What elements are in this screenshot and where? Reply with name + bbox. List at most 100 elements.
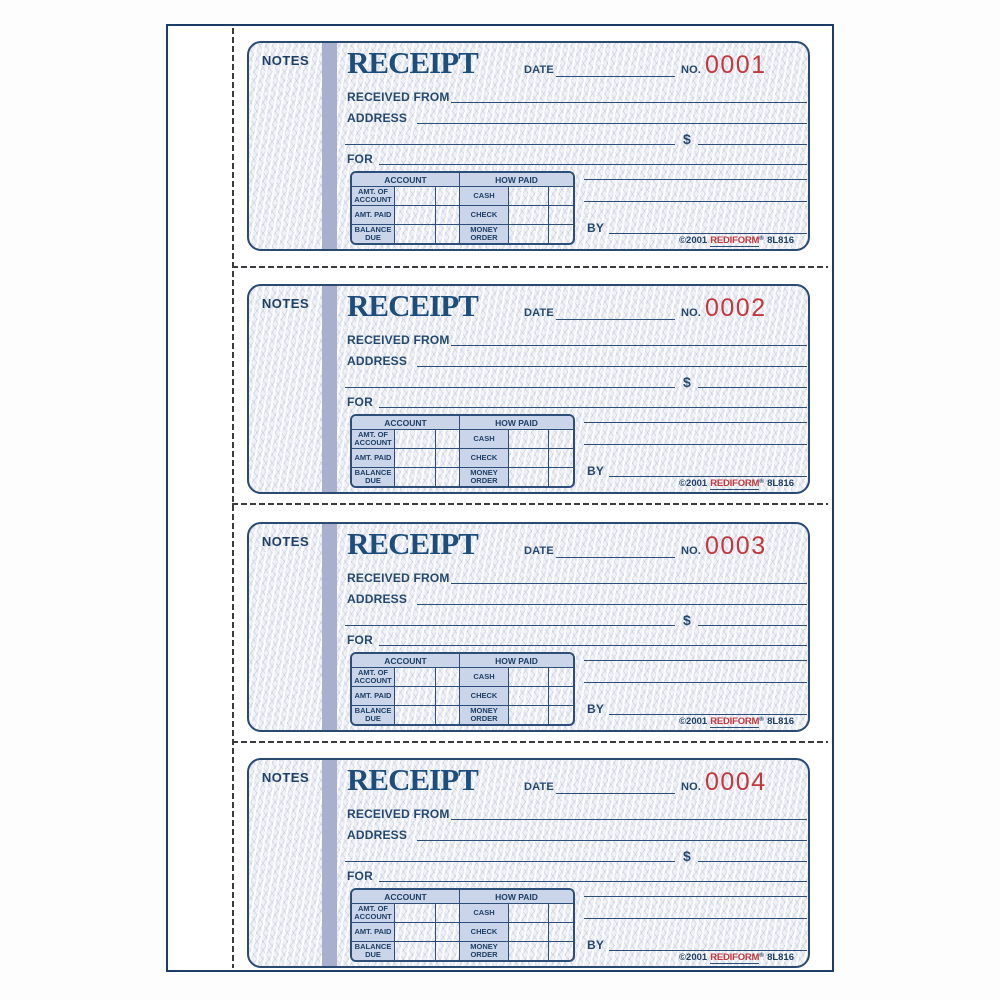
model-number: 8L816 [767, 716, 794, 727]
address-line [417, 840, 807, 841]
balance-due-label: BALANCE DUE [352, 706, 395, 724]
extra-line-1 [584, 422, 807, 423]
for-line [379, 881, 807, 882]
check-label: CHECK [460, 206, 509, 225]
receipt-book-page: NOTES RECEIPT DATE NO. 0001 RECEIVED FRO… [166, 24, 834, 972]
table-cell-blank [549, 706, 573, 724]
receipt-main-area: RECEIPT DATE NO. 0002 RECEIVED FROM ADDR… [337, 286, 807, 492]
extra-line-1 [584, 896, 807, 897]
for-line [379, 645, 807, 646]
address-line [417, 604, 807, 605]
amount-line-right [698, 861, 807, 862]
table-cell-blank [436, 206, 460, 225]
no-label: NO. [681, 545, 702, 557]
table-cell-blank [509, 449, 549, 468]
cash-label: CASH [460, 668, 509, 687]
table-cell-blank [549, 923, 573, 942]
how-paid-header: HOW PAID [460, 416, 573, 430]
date-label: DATE [524, 64, 554, 76]
table-cell-blank [549, 206, 573, 225]
receipt-number: 0002 [705, 294, 767, 322]
binding-stripe [322, 43, 337, 249]
cash-label: CASH [460, 430, 509, 449]
table-cell-blank [549, 187, 573, 206]
registered-mark: ® [759, 478, 765, 485]
copyright-year: ©2001 [679, 478, 708, 489]
for-label: FOR [347, 395, 373, 409]
model-number: 8L816 [767, 235, 794, 246]
table-cell-blank [436, 904, 460, 923]
model-number: 8L816 [767, 478, 794, 489]
dollar-sign: $ [683, 131, 691, 147]
receipt-form-1: NOTES RECEIPT DATE NO. 0001 RECEIVED FRO… [247, 41, 810, 251]
for-label: FOR [347, 633, 373, 647]
amt-paid-label: AMT. PAID [352, 206, 395, 225]
for-label: FOR [347, 152, 373, 166]
money-order-label: MONEY ORDER [460, 225, 509, 243]
address-label: ADDRESS [347, 828, 408, 842]
extra-line-1 [584, 179, 807, 180]
table-cell-blank [509, 468, 549, 486]
receipt-number: 0003 [705, 532, 767, 560]
receipt-form-2: NOTES RECEIPT DATE NO. 0002 RECEIVED FRO… [247, 284, 810, 494]
table-cell-blank [549, 449, 573, 468]
extra-line-2 [584, 444, 807, 445]
model-number: 8L816 [767, 952, 794, 963]
amt-paid-label: AMT. PAID [352, 923, 395, 942]
for-line [379, 407, 807, 408]
vertical-perforation-line [232, 28, 234, 968]
amt-of-account-label: AMT. OF ACCOUNT [352, 430, 395, 449]
by-line [609, 476, 807, 477]
amount-line-left [345, 387, 675, 388]
table-cell-blank [549, 225, 573, 243]
table-cell-blank [395, 449, 436, 468]
extra-line-1 [584, 660, 807, 661]
rediform-logo: REDIFORM [710, 478, 760, 490]
received-from-line [451, 819, 807, 820]
amount-line-left [345, 625, 675, 626]
receipt-form-4: NOTES RECEIPT DATE NO. 0004 RECEIVED FRO… [247, 758, 810, 968]
by-label: BY [587, 702, 605, 716]
binding-stripe [322, 760, 337, 966]
account-header: ACCOUNT [352, 890, 460, 904]
table-cell-blank [436, 449, 460, 468]
table-cell-blank [509, 225, 549, 243]
no-label: NO. [681, 307, 702, 319]
cash-label: CASH [460, 904, 509, 923]
table-cell-blank [395, 687, 436, 706]
registered-mark: ® [759, 952, 765, 959]
how-paid-header: HOW PAID [460, 890, 573, 904]
extra-line-2 [584, 201, 807, 202]
rediform-logo: REDIFORM [710, 716, 760, 728]
date-label: DATE [524, 545, 554, 557]
table-cell-blank [436, 668, 460, 687]
payment-table: ACCOUNT HOW PAID AMT. OF ACCOUNT CASH AM… [350, 888, 575, 962]
table-cell-blank [395, 706, 436, 724]
receipt-number: 0004 [705, 768, 767, 796]
table-cell-blank [549, 942, 573, 960]
how-paid-header: HOW PAID [460, 173, 573, 187]
amt-of-account-label: AMT. OF ACCOUNT [352, 904, 395, 923]
payment-table: ACCOUNT HOW PAID AMT. OF ACCOUNT CASH AM… [350, 652, 575, 726]
address-line [417, 123, 807, 124]
amt-paid-label: AMT. PAID [352, 687, 395, 706]
rediform-logo: REDIFORM [710, 952, 760, 964]
notes-label: NOTES [261, 296, 310, 311]
receipt-main-area: RECEIPT DATE NO. 0001 RECEIVED FROM ADDR… [337, 43, 807, 249]
receipt-main-area: RECEIPT DATE NO. 0004 RECEIVED FROM ADDR… [337, 760, 807, 966]
date-line [556, 793, 675, 794]
table-cell-blank [549, 430, 573, 449]
binding-stripe [322, 524, 337, 730]
table-cell-blank [436, 923, 460, 942]
address-line [417, 366, 807, 367]
receipt-form-3: NOTES RECEIPT DATE NO. 0003 RECEIVED FRO… [247, 522, 810, 732]
receipt-title: RECEIPT [347, 762, 479, 797]
money-order-label: MONEY ORDER [460, 706, 509, 724]
table-cell-blank [549, 904, 573, 923]
registered-mark: ® [759, 235, 765, 242]
table-cell-blank [436, 468, 460, 486]
copyright: ©2001 REDIFORM® 8L816 [679, 716, 794, 728]
check-label: CHECK [460, 687, 509, 706]
table-cell-blank [509, 687, 549, 706]
